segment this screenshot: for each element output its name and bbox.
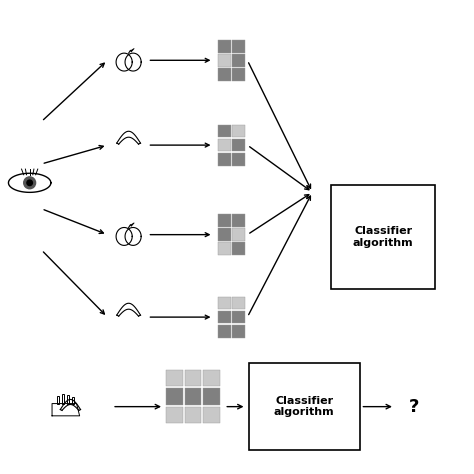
- Circle shape: [27, 180, 32, 185]
- Bar: [232, 214, 245, 227]
- Bar: [218, 325, 231, 337]
- Bar: [185, 407, 201, 423]
- Bar: [185, 370, 201, 386]
- Bar: [232, 153, 245, 165]
- Bar: [166, 388, 183, 405]
- Bar: [203, 407, 219, 423]
- Bar: [218, 40, 231, 53]
- Bar: [232, 139, 245, 152]
- Text: Classifier
algorithm: Classifier algorithm: [353, 226, 413, 248]
- Bar: [331, 185, 435, 289]
- Bar: [218, 153, 231, 165]
- Bar: [232, 311, 245, 323]
- Bar: [232, 297, 245, 310]
- Bar: [218, 139, 231, 152]
- Bar: [232, 54, 245, 67]
- Bar: [232, 242, 245, 255]
- Bar: [166, 407, 183, 423]
- Bar: [232, 228, 245, 241]
- Bar: [218, 68, 231, 81]
- Bar: [185, 388, 201, 405]
- Bar: [218, 214, 231, 227]
- Bar: [166, 370, 183, 386]
- Bar: [232, 325, 245, 337]
- Circle shape: [24, 177, 36, 189]
- Bar: [218, 125, 231, 137]
- Bar: [218, 228, 231, 241]
- Text: ?: ?: [409, 398, 419, 416]
- Bar: [249, 363, 359, 450]
- Bar: [218, 54, 231, 67]
- Bar: [218, 311, 231, 323]
- Bar: [218, 242, 231, 255]
- Bar: [203, 388, 219, 405]
- Text: Classifier
algorithm: Classifier algorithm: [274, 396, 335, 418]
- Bar: [218, 297, 231, 310]
- Bar: [232, 68, 245, 81]
- Bar: [203, 370, 219, 386]
- Bar: [232, 40, 245, 53]
- Bar: [232, 125, 245, 137]
